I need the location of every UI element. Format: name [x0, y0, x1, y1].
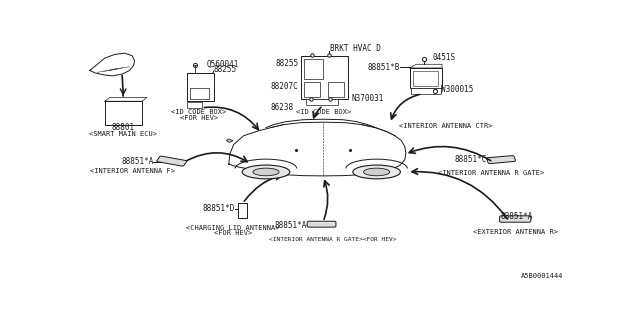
- Bar: [190, 88, 209, 99]
- FancyBboxPatch shape: [307, 221, 336, 227]
- Text: 88851*A: 88851*A: [275, 221, 307, 230]
- Text: A5B0001444: A5B0001444: [521, 273, 564, 279]
- Text: W300015: W300015: [441, 85, 474, 94]
- Bar: [187, 102, 202, 108]
- Text: <INTERIOR ANTENNA R GATE>: <INTERIOR ANTENNA R GATE>: [438, 170, 544, 176]
- Text: 86238: 86238: [270, 103, 293, 112]
- Text: 88851*A: 88851*A: [121, 157, 154, 166]
- Text: BRKT HVAC D: BRKT HVAC D: [330, 44, 381, 53]
- Text: 88801: 88801: [112, 123, 135, 132]
- FancyBboxPatch shape: [157, 156, 187, 166]
- Text: <EXTERIOR ANTENNA R>: <EXTERIOR ANTENNA R>: [473, 229, 558, 235]
- Text: 88851*C: 88851*C: [454, 155, 486, 164]
- Ellipse shape: [364, 168, 390, 176]
- Text: 88255: 88255: [214, 65, 237, 75]
- Bar: [306, 99, 338, 105]
- Text: <INTERIOR ANTENNA CTR>: <INTERIOR ANTENNA CTR>: [399, 123, 492, 129]
- Text: 88207C: 88207C: [271, 82, 298, 91]
- Text: 88851*B: 88851*B: [367, 63, 400, 72]
- Text: N370031: N370031: [352, 94, 384, 103]
- Bar: [328, 82, 344, 97]
- FancyBboxPatch shape: [486, 156, 515, 164]
- Bar: [304, 82, 320, 97]
- Text: <ID CODE BOX>: <ID CODE BOX>: [172, 109, 227, 115]
- Bar: [412, 88, 441, 94]
- Text: 88851*A: 88851*A: [500, 212, 532, 221]
- Text: <SMART MAIN ECU>: <SMART MAIN ECU>: [90, 131, 157, 137]
- Text: <ID CODE BOX>: <ID CODE BOX>: [296, 109, 351, 115]
- Bar: [301, 56, 348, 99]
- Text: 88851*D: 88851*D: [202, 204, 235, 213]
- Text: <INTERIOR ANTENNA F>: <INTERIOR ANTENNA F>: [90, 168, 175, 174]
- FancyBboxPatch shape: [500, 216, 531, 222]
- Text: 88255: 88255: [275, 59, 298, 68]
- Bar: [187, 73, 214, 101]
- Polygon shape: [227, 139, 233, 142]
- Text: Q560041: Q560041: [207, 60, 239, 69]
- Bar: [413, 71, 438, 86]
- Bar: [410, 68, 442, 88]
- Bar: [237, 204, 246, 218]
- Text: <FOR HEV>: <FOR HEV>: [214, 230, 252, 236]
- Ellipse shape: [242, 165, 290, 179]
- Ellipse shape: [253, 168, 279, 176]
- Bar: [304, 59, 323, 79]
- Bar: [105, 101, 142, 124]
- Text: <FOR HEV>: <FOR HEV>: [180, 115, 218, 121]
- Text: <CHARGING LID ANTENNA>: <CHARGING LID ANTENNA>: [186, 225, 280, 231]
- Text: <INTERIOR ANTENNA R GATE><FOR HEV>: <INTERIOR ANTENNA R GATE><FOR HEV>: [269, 237, 397, 242]
- Text: 0451S: 0451S: [432, 53, 455, 62]
- Ellipse shape: [353, 165, 401, 179]
